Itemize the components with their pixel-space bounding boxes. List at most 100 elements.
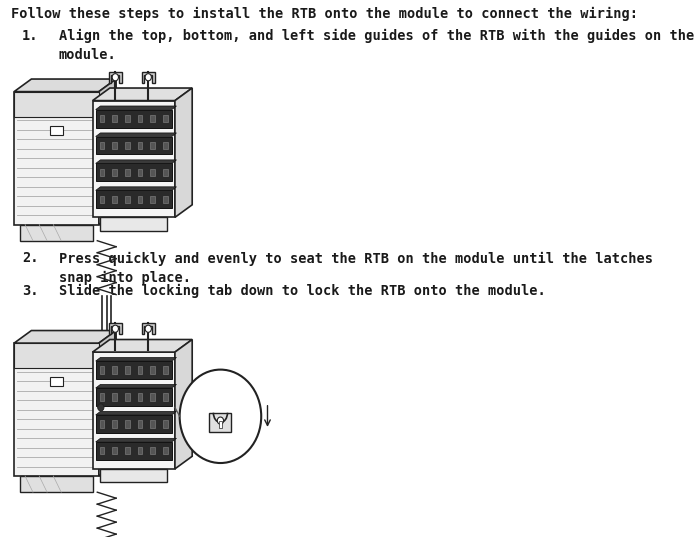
Circle shape [180, 369, 261, 463]
Text: Align the top, bottom, and left side guides of the RTB with the guides on the
mo: Align the top, bottom, and left side gui… [59, 29, 694, 62]
Bar [113, 115, 117, 122]
Polygon shape [109, 72, 122, 83]
Polygon shape [175, 339, 192, 469]
Text: 2.: 2. [22, 251, 38, 265]
Bar [150, 447, 155, 454]
Bar [99, 420, 104, 427]
Bar [14, 343, 99, 368]
Bar [99, 394, 104, 401]
Bar [99, 196, 104, 203]
Bar [99, 169, 104, 176]
Polygon shape [175, 88, 192, 217]
Polygon shape [92, 339, 192, 352]
Text: Follow these steps to install the RTB onto the module to connect the wiring:: Follow these steps to install the RTB on… [11, 7, 638, 21]
Text: 3.: 3. [22, 284, 38, 298]
Bar [96, 110, 172, 128]
Bar [125, 420, 130, 427]
Bar [138, 115, 142, 122]
Bar [113, 447, 117, 454]
Bar [99, 115, 104, 122]
Bar [138, 447, 142, 454]
Polygon shape [100, 217, 167, 231]
Polygon shape [20, 476, 92, 492]
Polygon shape [14, 92, 99, 224]
Polygon shape [96, 384, 176, 388]
Polygon shape [92, 100, 175, 217]
Circle shape [98, 404, 104, 411]
Bar [96, 361, 172, 379]
Bar [163, 420, 168, 427]
Polygon shape [14, 331, 116, 343]
Polygon shape [99, 331, 116, 476]
Bar [163, 115, 168, 122]
Circle shape [145, 325, 151, 332]
Bar [113, 142, 117, 149]
Polygon shape [92, 88, 192, 100]
Polygon shape [99, 79, 116, 224]
Polygon shape [20, 224, 92, 241]
Bar [96, 163, 172, 182]
Polygon shape [100, 469, 167, 482]
Bar [125, 394, 130, 401]
Bar [125, 447, 130, 454]
Bar [163, 142, 168, 149]
Polygon shape [96, 411, 176, 415]
Bar [96, 136, 172, 155]
Circle shape [145, 74, 151, 81]
Bar [113, 394, 117, 401]
Polygon shape [142, 72, 155, 83]
Bar [150, 115, 155, 122]
Polygon shape [92, 352, 175, 469]
Bar [50, 126, 63, 135]
Polygon shape [109, 323, 122, 334]
Bar [150, 420, 155, 427]
Bar [138, 366, 142, 374]
Bar [163, 394, 168, 401]
Polygon shape [142, 323, 155, 334]
Bar [163, 169, 168, 176]
Polygon shape [96, 160, 176, 163]
Bar [150, 142, 155, 149]
Text: Press quickly and evenly to seat the RTB on the module until the latches
snap in: Press quickly and evenly to seat the RTB… [59, 251, 653, 285]
Bar [138, 169, 142, 176]
Polygon shape [14, 343, 99, 476]
Bar [113, 169, 117, 176]
Bar [96, 388, 172, 406]
Text: 1.: 1. [22, 29, 38, 43]
Bar [96, 442, 172, 460]
Circle shape [112, 325, 118, 332]
Bar [209, 413, 232, 432]
Bar [14, 92, 99, 117]
Bar [150, 394, 155, 401]
Bar [138, 196, 142, 203]
Bar [138, 142, 142, 149]
Bar [113, 196, 117, 203]
Bar [138, 420, 142, 427]
Polygon shape [96, 106, 176, 110]
Circle shape [217, 417, 223, 424]
Bar [125, 196, 130, 203]
Bar [219, 420, 222, 428]
Text: Slide the locking tab down to lock the RTB onto the module.: Slide the locking tab down to lock the R… [59, 284, 545, 298]
Polygon shape [96, 187, 176, 191]
Bar [125, 115, 130, 122]
Bar [125, 169, 130, 176]
Bar [99, 447, 104, 454]
Polygon shape [96, 438, 176, 442]
Bar [150, 366, 155, 374]
Polygon shape [96, 133, 176, 136]
Bar [99, 366, 104, 374]
Polygon shape [96, 358, 176, 361]
Polygon shape [14, 79, 116, 92]
Bar [163, 447, 168, 454]
Bar [113, 366, 117, 374]
Bar [96, 415, 172, 433]
Bar [113, 420, 117, 427]
Bar [138, 394, 142, 401]
Bar [150, 169, 155, 176]
Bar [125, 366, 130, 374]
Bar [99, 142, 104, 149]
Bar [50, 377, 63, 386]
Bar [163, 366, 168, 374]
Bar [163, 196, 168, 203]
